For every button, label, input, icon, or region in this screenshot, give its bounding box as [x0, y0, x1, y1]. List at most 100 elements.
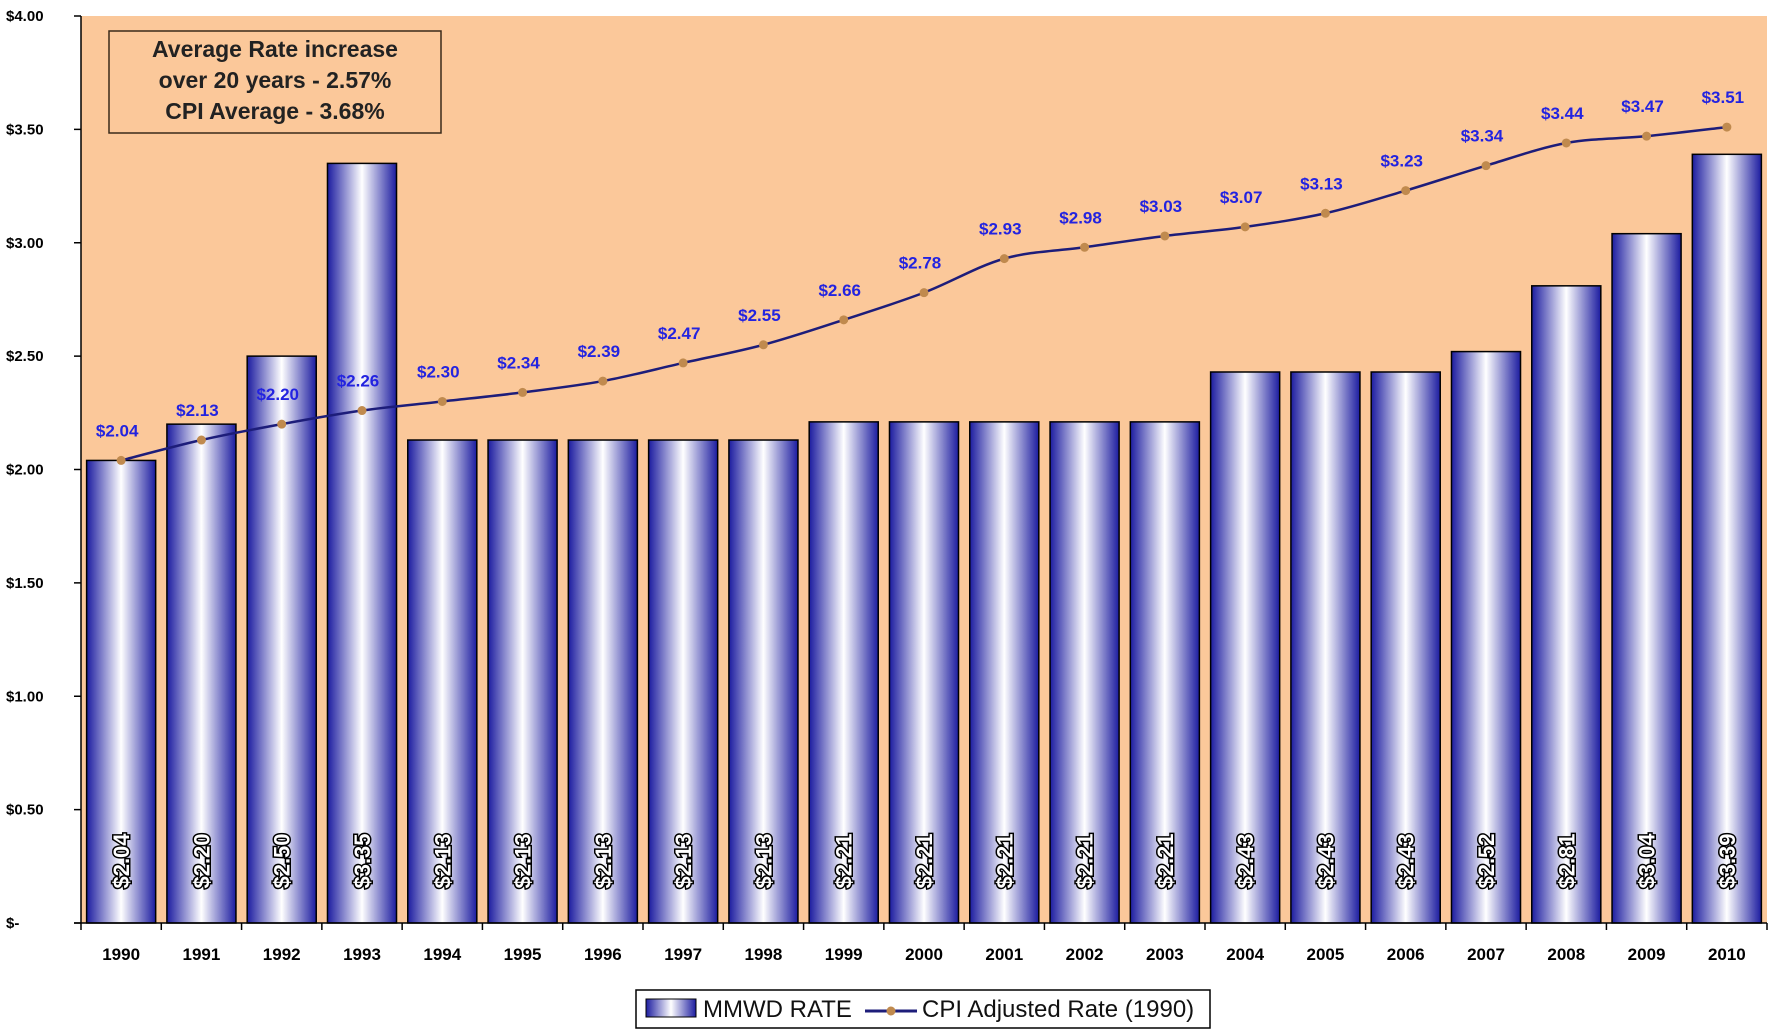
cpi-value-label: $2.47	[658, 324, 701, 343]
bar-value-label: $2.21	[1153, 833, 1178, 888]
cpi-value-label: $2.30	[417, 362, 460, 381]
legend-line-marker	[886, 1006, 896, 1016]
axes	[74, 16, 1767, 924]
bar-value-label: $2.21	[992, 833, 1017, 888]
cpi-value-label: $2.20	[256, 385, 299, 404]
cpi-value-label: $2.34	[497, 353, 540, 372]
bar-value-label: $2.21	[1073, 833, 1098, 888]
y-tick-label: $0.50	[6, 802, 44, 819]
x-tick-label: 2003	[1146, 945, 1184, 964]
annotation-line: CPI Average - 3.68%	[165, 98, 384, 124]
cpi-value-label: $3.23	[1380, 152, 1423, 171]
x-tick-label: 2010	[1708, 945, 1746, 964]
x-tick-label: 2007	[1467, 945, 1505, 964]
cpi-point	[598, 376, 608, 386]
legend-bar-label: MMWD RATE	[703, 996, 852, 1023]
bar-value-label: $2.43	[1233, 833, 1258, 888]
cpi-value-label: $3.03	[1140, 197, 1183, 216]
x-tick-label: 1996	[584, 945, 622, 964]
bar-value-label: $3.35	[350, 833, 375, 888]
cpi-value-label: $2.98	[1059, 208, 1102, 227]
legend-bar-swatch	[645, 998, 697, 1018]
bar	[1290, 371, 1361, 924]
cpi-point	[196, 435, 206, 445]
y-tick-label: $3.00	[6, 235, 44, 252]
y-axis: $4.00 $3.50 $3.00 $2.50 $2.00 $1.50 $1.00 $0.50…	[6, 8, 81, 932]
cpi-value-label: $3.13	[1300, 174, 1343, 193]
bar-value-label: $2.43	[1394, 833, 1419, 888]
legend: MMWD RATE CPI Adjusted Rate (1990)	[635, 989, 1211, 1029]
cpi-value-label: $2.66	[818, 281, 861, 300]
bar-value-label: $2.20	[189, 833, 214, 888]
cpi-value-label: $2.78	[899, 254, 942, 273]
cpi-point	[678, 358, 688, 368]
cpi-point	[277, 419, 287, 429]
cpi-point	[116, 455, 126, 465]
bar	[808, 421, 879, 924]
cpi-point	[1722, 122, 1732, 132]
x-tick-label: 1999	[825, 945, 863, 964]
bar	[1450, 350, 1522, 924]
x-tick-label: 2009	[1628, 945, 1666, 964]
annotation-line: Average Rate increase	[152, 36, 398, 62]
bar-value-label: $2.13	[591, 833, 616, 888]
bar-value-label: $2.13	[751, 833, 776, 888]
bar-value-label: $2.13	[671, 833, 696, 888]
x-tick-label: 2001	[985, 945, 1023, 964]
cpi-value-label: $3.34	[1461, 127, 1504, 146]
bar-labels: $2.04 $2.20 $2.50 $3.35 $2.13 $2.13 $2.13 $2.13…	[108, 831, 1742, 890]
bar-value-label: $3.39	[1715, 833, 1740, 888]
x-tick-label: 2002	[1066, 945, 1104, 964]
bar	[85, 459, 157, 924]
bar	[326, 162, 398, 924]
annotation-line: over 20 years - 2.57%	[159, 67, 392, 93]
y-tick-label: $-	[6, 915, 19, 932]
bar-value-label: $2.43	[1313, 833, 1338, 888]
bar-value-label: $2.13	[430, 833, 455, 888]
cpi-value-label: $3.07	[1220, 188, 1263, 207]
bar-value-label: $2.21	[832, 833, 857, 888]
bar-value-label: $2.81	[1554, 833, 1579, 888]
cpi-value-label: $3.44	[1541, 104, 1584, 123]
x-tick-label: 1997	[664, 945, 702, 964]
x-tick-label: 1995	[504, 945, 542, 964]
bar-value-label: $2.04	[109, 833, 134, 889]
legend-line-label: CPI Adjusted Rate (1990)	[922, 996, 1194, 1023]
cpi-line-series: $2.04 $2.13 $2.20 $2.26 $2.30 $2.34 $2.39 $2.47…	[96, 88, 1744, 465]
bar	[969, 421, 1040, 924]
y-tick-label: $3.50	[6, 121, 44, 138]
legend-frame	[635, 989, 1211, 1029]
y-tick-label: $4.00	[6, 8, 44, 25]
bar-series	[85, 153, 1763, 924]
cpi-value-label: $2.26	[337, 372, 380, 391]
annotation-frame	[108, 30, 442, 134]
cpi-value-label: $2.13	[176, 401, 219, 420]
bar	[888, 421, 960, 924]
x-tick-label: 1993	[343, 945, 381, 964]
bar-value-label: $2.50	[270, 833, 295, 888]
bar-value-label: $2.21	[912, 833, 937, 888]
cpi-value-label: $2.39	[578, 342, 621, 361]
x-tick-label: 2006	[1387, 945, 1425, 964]
bar	[1611, 232, 1682, 924]
bar	[647, 439, 719, 924]
bar-value-label: $2.52	[1474, 833, 1499, 888]
bar	[1531, 285, 1602, 924]
cpi-point	[1320, 208, 1330, 218]
cpi-point	[839, 315, 849, 325]
x-tick-label: 1994	[423, 945, 461, 964]
bar	[1691, 153, 1763, 924]
y-tick-label: $1.00	[6, 688, 44, 705]
x-tick-label: 2005	[1307, 945, 1345, 964]
x-tick-label: 2008	[1547, 945, 1585, 964]
x-tick-label: 2000	[905, 945, 943, 964]
bar	[728, 439, 799, 924]
bar	[166, 423, 237, 924]
y-tick-label: $2.00	[6, 462, 44, 479]
cpi-point	[1160, 231, 1170, 241]
annotation-box: Average Rate increase over 20 years - 2.5…	[108, 30, 442, 134]
x-tick-label: 1992	[263, 945, 301, 964]
bar-value-label: $2.13	[511, 833, 536, 888]
x-tick-label: 2004	[1226, 945, 1264, 964]
